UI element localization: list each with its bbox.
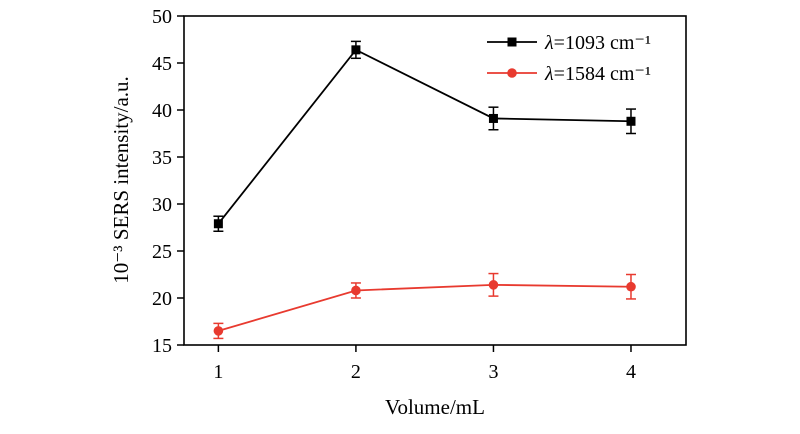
x-axis-label: Volume/mL [385,395,485,419]
data-point [351,285,361,296]
legend: λ=1093 cm⁻¹λ=1584 cm⁻¹ [487,32,651,85]
x-axis-ticks: 1 2 3 4 [213,345,636,383]
legend-series-name: =1584 cm⁻¹ [554,63,651,85]
data-point [213,326,224,336]
data-point [626,281,636,292]
legend-label: λ=1584 cm⁻¹ [544,63,651,85]
y-tick-label: 40 [152,100,172,122]
y-tick-label: 35 [152,147,172,169]
x-tick-label: 2 [351,361,361,383]
x-tick-label: 1 [213,361,223,383]
data-point [626,116,636,126]
y-tick-label: 25 [152,241,172,263]
y-tick-label: 30 [152,194,172,216]
data-point [351,45,361,55]
legend-lambda: λ [544,63,554,85]
legend-marker [507,68,517,78]
data-point [213,219,223,229]
legend-label: λ=1093 cm⁻¹ [544,32,651,54]
y-tick-label: 50 [152,6,172,28]
legend-series-name: =1093 cm⁻¹ [554,32,651,54]
x-tick-label: 4 [626,361,636,383]
x-tick-label: 3 [488,361,498,383]
data-point [488,113,498,123]
data-point [488,280,499,290]
series-1 [213,40,636,233]
series-line [218,283,631,332]
series-line [217,48,632,225]
y-axis-ticks: 15 20 25 30 35 40 45 50 [152,6,184,357]
legend-marker [507,37,517,47]
series-2 [213,272,636,340]
plot-frame [183,15,687,346]
legend-item-1: λ=1093 cm⁻¹ [487,32,651,54]
series-layer [213,40,636,340]
y-tick-label: 20 [152,288,172,310]
y-tick-label: 15 [152,335,172,357]
y-tick-label: 45 [152,53,172,75]
legend-lambda: λ [544,32,554,54]
legend-item-2: λ=1584 cm⁻¹ [487,63,651,85]
y-axis-label: 10⁻³ SERS intensity/a.u. [109,76,133,284]
